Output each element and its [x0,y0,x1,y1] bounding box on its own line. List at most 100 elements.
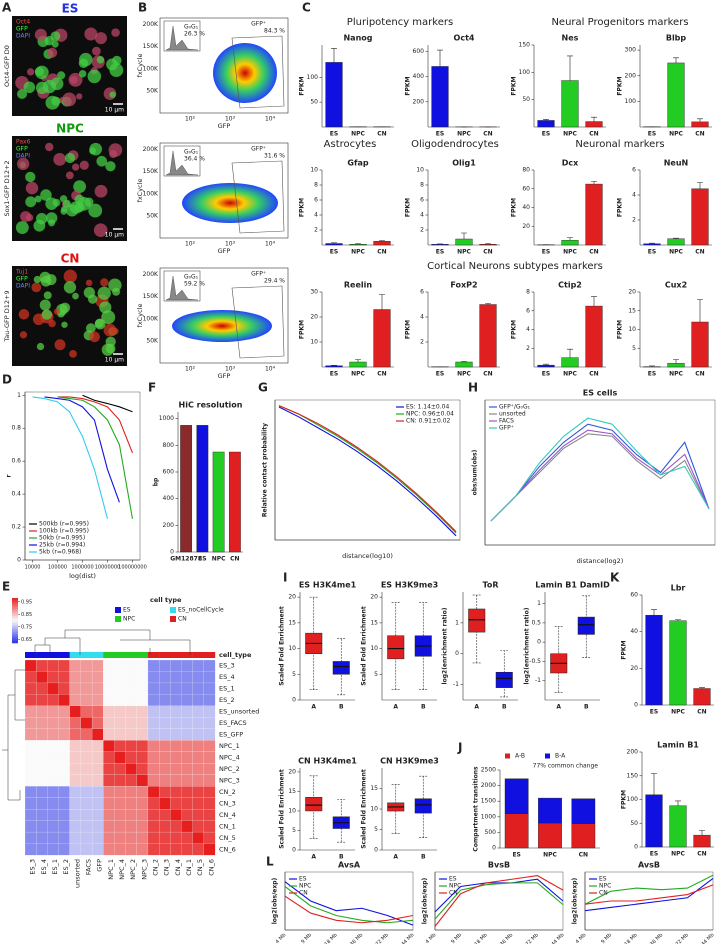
x-tick-label: ES [542,249,550,256]
cell [45,274,57,286]
heat-cell [181,820,193,833]
heat-cell [91,671,104,684]
cell [33,275,41,284]
heat-cell [36,740,48,753]
cell [101,310,116,325]
column-label: NPC_1 [107,859,115,880]
heat-cell [91,740,104,753]
heat-cell [181,786,193,798]
heat-cell [159,659,171,672]
x-tick-label: ES [436,371,444,378]
y-tick-label: 50 [522,96,530,103]
heat-cell [103,751,115,764]
cell [26,213,34,222]
heat-cell [69,763,82,776]
annotation: 77% common change [533,763,599,770]
row-label: ES_1 [219,685,235,693]
x-tick-label: B [421,854,426,861]
heat-cell [69,797,82,810]
heat-cell [136,843,149,856]
x-tick-label: 100000 [48,565,67,571]
flow-xlabel: GFP [218,247,231,255]
y-axis-label: FPKM [617,198,624,217]
x-tick-label: 144 Mb [398,932,415,944]
heat-cell [80,717,93,730]
heat-cell [170,843,182,856]
heat-cell [147,682,160,695]
heat-cell [103,717,115,730]
heat-cell [159,797,171,810]
heat-cell [181,671,193,684]
heat-cell [69,659,82,672]
x-tick-label: 18 Mb [324,932,339,944]
x-tick-label: 4 Mb [425,932,438,944]
x-tick-label: ES [650,851,658,858]
legend-label: A-B [515,753,525,760]
heat-cell [159,831,171,844]
heat-cell [203,831,216,844]
heat-cell [125,774,138,787]
group-cell [159,652,171,658]
heat-cell [159,763,171,776]
panel-letter: G [258,381,268,395]
x-tick-label: A [393,854,398,861]
gfp-pct: 31.6 % [264,153,285,160]
bar [693,834,711,848]
y-tick-label: 0 [17,557,21,564]
chart-title: FoxP2 [450,281,477,290]
flow-ytick: 150K [143,293,159,300]
heat-cell [125,694,138,707]
flow-ylabel: fxCycle [136,179,144,203]
chart-title: CN H3K4me1 [298,757,357,766]
stain-label: Pax6 [16,139,31,146]
colorbar-step [12,604,18,608]
x-tick-label: NPC [351,131,365,138]
cell [43,291,52,300]
column-label: NPC_4 [118,859,126,880]
y-tick-label: 0 [492,845,496,852]
heat-cell [36,659,48,672]
error-bar [697,182,703,189]
heat-cell [36,682,48,695]
heat-cell [69,728,82,741]
bar [349,244,367,246]
y-axis-label: FPKM [405,198,412,217]
cell [79,160,89,170]
gfp-label: GFP⁺ [251,21,266,28]
y-tick-label: 60 [522,185,530,192]
heat-cell [114,671,126,684]
row-label: CN_1 [219,822,236,830]
bar [669,805,687,848]
heat-cell [80,786,93,798]
legend-label: 500kb (r=0.995) [39,521,89,528]
heat-cell [203,671,216,684]
flow-density [182,183,278,223]
error-bar [355,359,361,362]
image-line-label: Sox1-GFP D12+2 [3,160,11,216]
heat-cell [192,728,205,741]
x-tick-label: A [311,854,316,861]
cell [17,89,28,100]
x-tick-label: A [556,704,561,711]
box [414,798,432,814]
flow-ytick: 100K [143,65,159,72]
box [305,797,323,812]
y-tick-label: 100 [625,98,637,105]
heat-cell [170,809,182,821]
heat-cell [114,705,126,718]
heat-cell [159,843,171,856]
legend-label: B-A [555,753,566,760]
panel-letter: L [266,855,274,869]
colorbar-step [12,607,18,610]
heat-cell [203,797,216,810]
x-tick-label: NPC [563,371,577,378]
y-tick-label: 40 [522,204,530,211]
cell [97,286,111,300]
heat-cell [91,820,104,833]
heat-cell [24,797,37,810]
cell [16,157,30,171]
row-label: ES_2 [219,696,235,704]
heat-cell [58,820,71,833]
y-tick-label: 2 [526,345,530,352]
heat-cell [47,682,59,695]
